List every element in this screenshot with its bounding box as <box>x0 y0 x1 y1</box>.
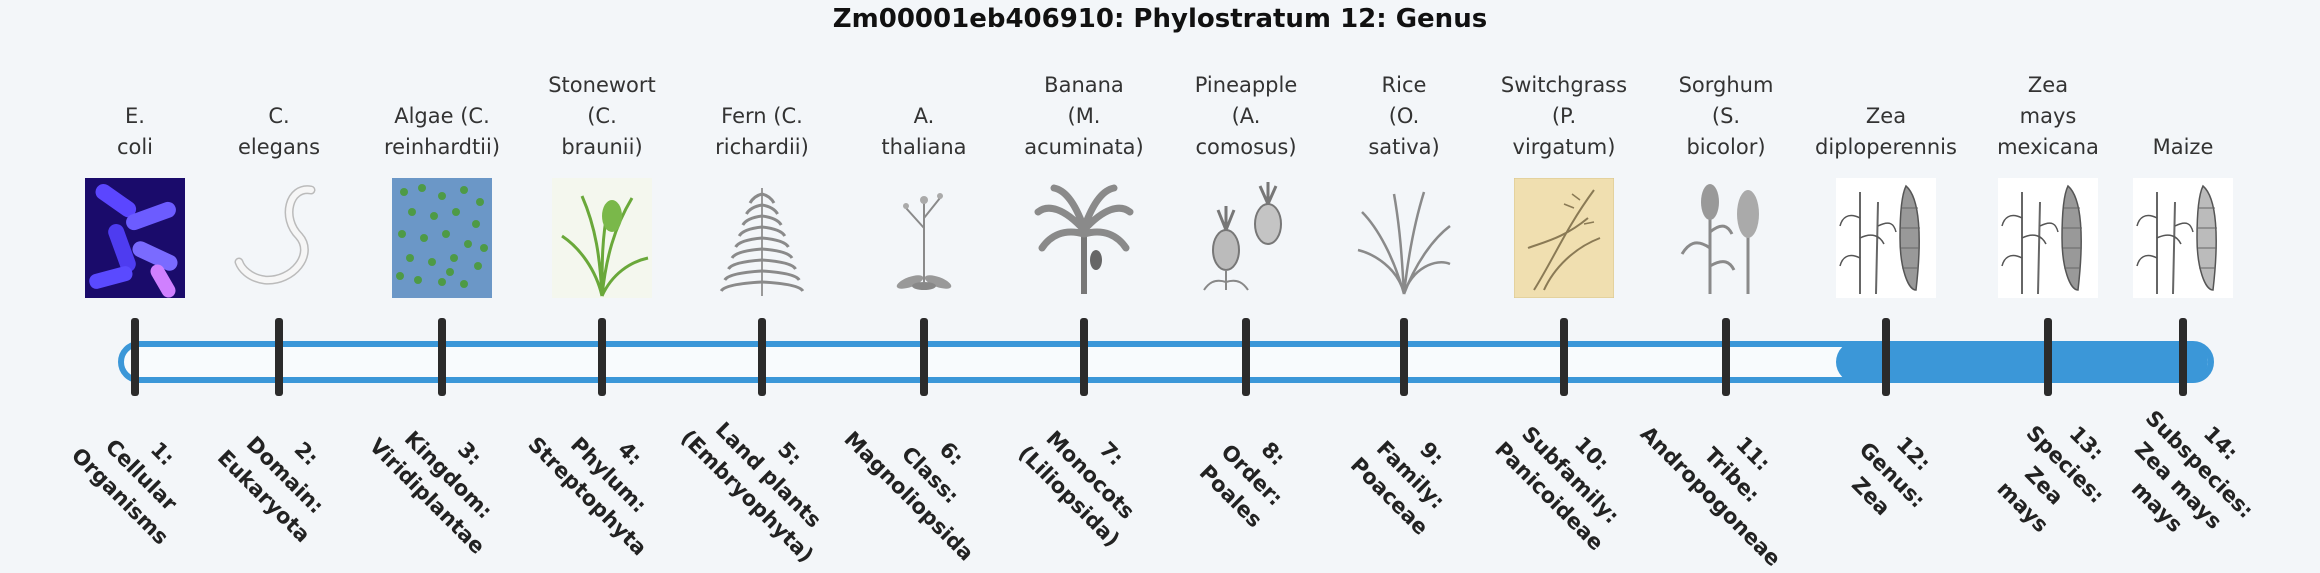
organism-label-line: Zea <box>1865 104 1907 128</box>
organism-label-line: Algae (C. <box>394 104 490 128</box>
organism-label: Pineapple (A. comosus) <box>1171 70 1321 163</box>
organism-label: A. thaliana <box>849 101 999 163</box>
phylostrata-timeline: E. coli 1: Cellular Organisms C. elegans 2: Do… <box>60 70 2258 571</box>
organism-label: Zea mays mexicana <box>1973 70 2123 163</box>
organism-label-line: Sorghum <box>1678 73 1774 97</box>
organism-label: Switchgrass (P. virgatum) <box>1489 70 1639 163</box>
organism-label-line: Switchgrass <box>1500 73 1628 97</box>
pineapple-image <box>1196 178 1296 298</box>
ecoli-image <box>85 178 185 298</box>
algae-image <box>392 178 492 298</box>
stratum-rank-label: 6: Class: Magnoliopsida <box>837 382 1022 567</box>
organism-label: Zea diploperennis <box>1811 101 1961 163</box>
organism-label-line: mays <box>2019 104 2077 128</box>
timeline-tick[interactable] <box>1400 318 1408 396</box>
organism-label-line: (M. <box>1067 104 1101 128</box>
stratum-rank-label: 2: Domain: Eukaryota <box>211 401 360 550</box>
organism-label-line: reinhardtii) <box>383 135 501 159</box>
timeline-tick[interactable] <box>1560 318 1568 396</box>
organism-label: Algae (C. reinhardtii) <box>367 101 517 163</box>
timeline-tick[interactable] <box>598 318 606 396</box>
organism-label-line: richardii) <box>715 135 809 159</box>
maize-image <box>2133 178 2233 298</box>
organism-label-line: sativa) <box>1368 135 1440 159</box>
organism-label-line: acuminata) <box>1024 135 1144 159</box>
page-title: Zm00001eb406910: Phylostratum 12: Genus <box>832 4 1488 34</box>
organism-label-line: E. <box>125 104 145 128</box>
stratum-rank-label: 8: Order: Poales <box>1193 416 1312 535</box>
fern-image <box>712 178 812 298</box>
organism-label: Maize <box>2108 132 2258 163</box>
stonewort-image <box>552 178 652 298</box>
zea-diploperennis-image <box>1836 178 1936 298</box>
nematode-image <box>229 178 329 298</box>
timeline-tick[interactable] <box>438 318 446 396</box>
timeline-tick[interactable] <box>1080 318 1088 396</box>
organism-label-line: (S. <box>1711 104 1741 128</box>
stratum-rank-label: 12: Genus: Zea <box>1831 414 1953 536</box>
timeline-tick[interactable] <box>1242 318 1250 396</box>
organism-label-line: virgatum) <box>1512 135 1616 159</box>
timeline-tick[interactable] <box>2044 318 2052 396</box>
organism-label-line: mexicana <box>1997 135 2099 159</box>
organism-label-line: Maize <box>2152 135 2214 159</box>
organism-label-line: Banana <box>1044 73 1124 97</box>
stratum-rank-label: 3: Kingdom: Viridiplantae <box>362 389 534 561</box>
organism-label-line: elegans <box>237 135 321 159</box>
organism-label-line: Stonewort <box>548 73 656 97</box>
organism-label-line: Zea <box>2027 73 2069 97</box>
rice-image <box>1354 178 1454 298</box>
organism-label-line: (C. <box>587 104 617 128</box>
organism-label-line: thaliana <box>881 135 967 159</box>
organism-label-line: Rice <box>1381 73 1427 97</box>
organism-label: E. coli <box>60 101 210 163</box>
organism-label: Sorghum (S. bicolor) <box>1651 70 1801 163</box>
stratum-rank-label: 7: Monocots (Liliopsida) <box>1011 396 1168 553</box>
timeline-tick[interactable] <box>920 318 928 396</box>
organism-label-line: C. <box>268 104 290 128</box>
stratum-rank-label: 1: Cellular Organisms <box>65 398 218 551</box>
timeline-tick[interactable] <box>275 318 283 396</box>
stratum-rank-label: 4: Phylum: Streptophyta <box>521 388 696 563</box>
timeline-tick[interactable] <box>2179 318 2187 396</box>
stratum-rank-label: 10: Subfamily: Panicoideae <box>1488 393 1653 558</box>
timeline-tick[interactable] <box>131 318 139 396</box>
organism-label: Stonewort (C. braunii) <box>527 70 677 163</box>
stratum-rank-label: 5: Land plants (Embryophyta) <box>674 381 863 570</box>
stratum-rank-label: 14: Subspecies: Zea mays mays <box>2096 382 2281 567</box>
banana-image <box>1034 178 1134 298</box>
organism-label-line: (P. <box>1551 104 1577 128</box>
timeline-tick[interactable] <box>1882 318 1890 396</box>
organism-label-line: (A. <box>1231 104 1261 128</box>
stratum-rank-label: 11: Tribe: Andropogoneae <box>1634 377 1830 573</box>
timeline-tick[interactable] <box>1722 318 1730 396</box>
organism-label-line: (O. <box>1388 104 1420 128</box>
stratum-rank-label: 9: Family: Poaceae <box>1343 408 1477 542</box>
arabidopsis-image <box>874 178 974 298</box>
organism-label-line: comosus) <box>1195 135 1297 159</box>
organism-label: Fern (C. richardii) <box>687 101 837 163</box>
organism-label-line: Pineapple <box>1194 73 1298 97</box>
organism-label: C. elegans <box>204 101 354 163</box>
organism-label: Banana (M. acuminata) <box>1009 70 1159 163</box>
switchgrass-image <box>1514 178 1614 298</box>
organism-label-line: braunii) <box>561 135 643 159</box>
organism-label: Rice (O. sativa) <box>1329 70 1479 163</box>
organism-label-line: Fern (C. <box>721 104 803 128</box>
zea-mexicana-image <box>1998 178 2098 298</box>
timeline-tick[interactable] <box>758 318 766 396</box>
timeline-progress-fill <box>1836 341 2208 383</box>
organism-label-line: A. <box>913 104 935 128</box>
organism-label-line: diploperennis <box>1815 135 1957 159</box>
sorghum-image <box>1676 178 1776 298</box>
organism-label-line: coli <box>116 135 154 159</box>
organism-label-line: bicolor) <box>1686 135 1766 159</box>
